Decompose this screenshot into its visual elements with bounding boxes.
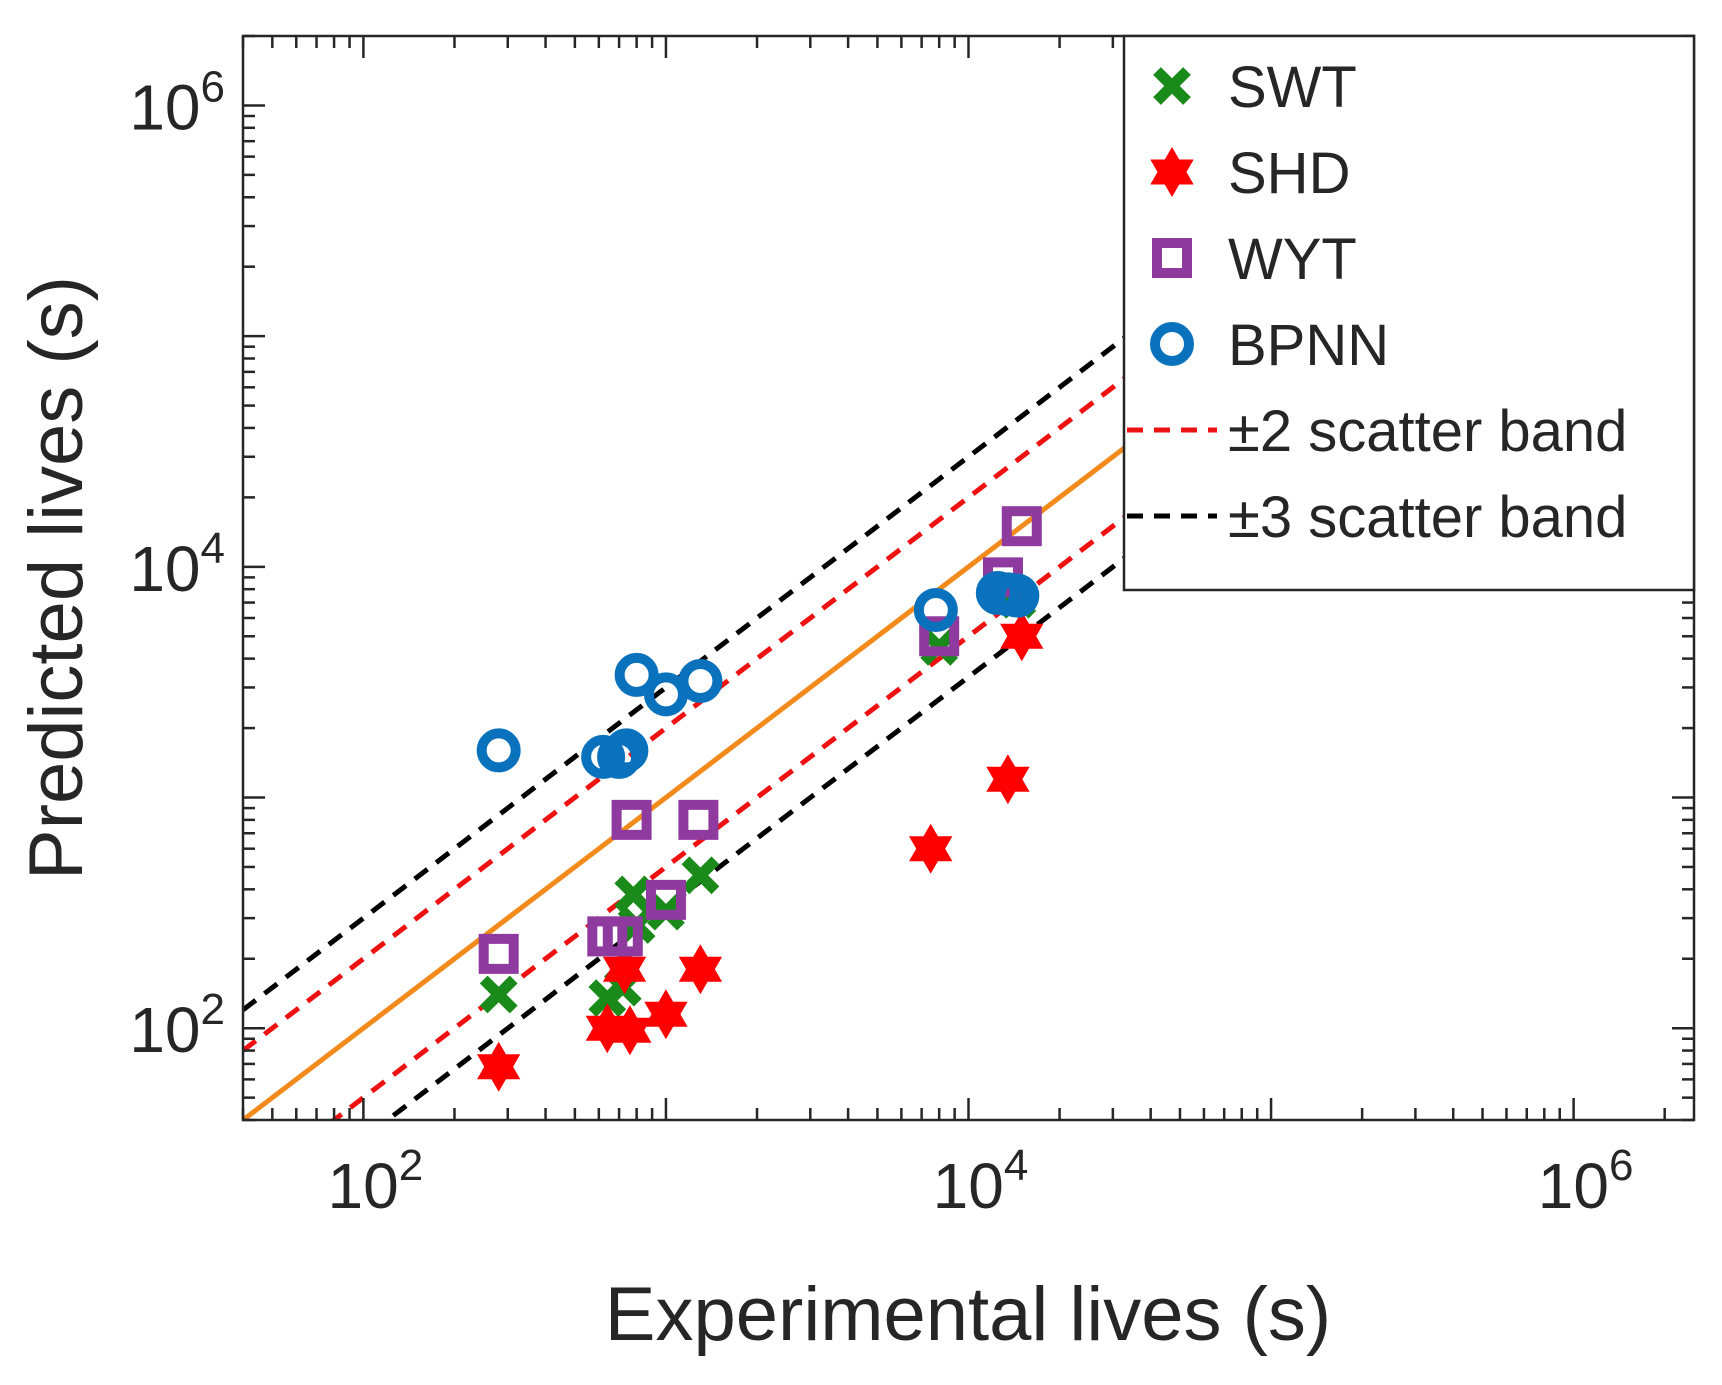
point-shd-3 [602, 944, 647, 995]
legend-label-2-scatter-band: ±2 scatter band [1228, 399, 1627, 464]
point-wyt-8 [1001, 506, 1042, 547]
legend-label-wyt: WYT [1228, 227, 1357, 292]
point-shd-7 [986, 754, 1030, 805]
legend-marker-bpnn [1150, 322, 1194, 366]
point-shd-8 [1000, 611, 1044, 662]
point-wyt-2 [602, 916, 643, 957]
point-swt-4 [614, 875, 653, 914]
point-bpnn-1 [581, 734, 626, 779]
point-shd-6 [909, 823, 953, 874]
point-wyt-6 [919, 616, 960, 657]
point-bpnn-7 [913, 587, 958, 632]
legend-label-3-scatter-band: ±3 scatter band [1228, 485, 1627, 550]
x-tick-label-4: 104 [933, 1141, 1029, 1222]
point-bpnn-10 [995, 573, 1040, 618]
point-wyt-5 [678, 799, 719, 840]
legend-marker-wyt [1152, 238, 1192, 278]
point-swt-6 [681, 856, 720, 895]
y-tick-label-4: 104 [129, 524, 225, 605]
y-axis-title: Predicted lives (s) [14, 276, 99, 880]
legend: SWT SHD WYT BPNN ±2 scatter band ±3 scatter b… [1122, 34, 1696, 592]
legend-marker-shd [1150, 147, 1194, 197]
point-bpnn-4 [614, 652, 659, 697]
y-tick-label-2: 102 [129, 985, 225, 1066]
point-bpnn-5 [643, 672, 688, 717]
legend-label-shd: SHD [1228, 141, 1350, 206]
point-swt-0 [479, 975, 518, 1014]
point-shd-5 [678, 944, 723, 995]
legend-label-bpnn: BPNN [1228, 313, 1389, 378]
axes: 102 104 106 102 104 106 [129, 34, 1696, 1222]
legend-label-swt: SWT [1228, 55, 1357, 120]
point-bpnn-6 [678, 658, 723, 703]
point-wyt-4 [645, 879, 686, 920]
legend-marker-swt [1153, 67, 1191, 105]
point-bpnn-0 [476, 728, 521, 773]
point-shd-4 [644, 989, 688, 1040]
x-tick-label-2: 102 [328, 1141, 424, 1222]
point-shd-0 [477, 1041, 521, 1092]
x-axis-title: Experimental lives (s) [605, 1272, 1331, 1357]
point-bpnn-3 [604, 728, 649, 773]
legend-box [1122, 34, 1696, 592]
y-tick-label-6: 106 [129, 62, 225, 143]
point-shd-2 [608, 1005, 652, 1056]
point-wyt-3 [611, 799, 652, 840]
x-tick-label-6: 106 [1538, 1141, 1634, 1222]
data-points [476, 506, 1044, 1092]
point-wyt-0 [478, 933, 519, 974]
